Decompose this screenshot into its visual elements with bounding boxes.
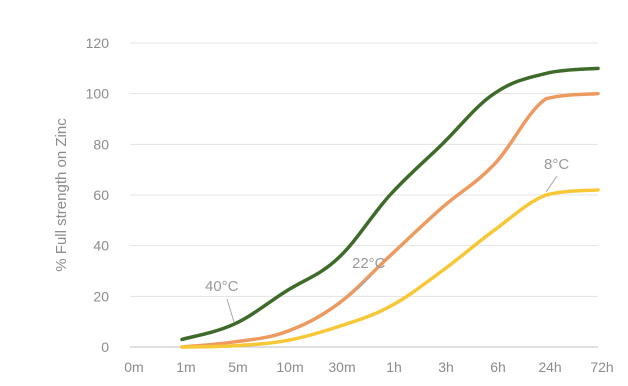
x-tick-label: 6h <box>490 359 506 375</box>
x-tick-label: 30m <box>328 359 355 375</box>
series-line <box>180 91 600 349</box>
y-tick-label: 20 <box>93 288 109 304</box>
y-tick-labels: 0 20 40 60 80 100 120 <box>86 35 110 355</box>
y-tick-label: 40 <box>93 238 109 254</box>
y-axis-title: % Full strength on Zinc <box>53 118 70 272</box>
y-tick-label: 60 <box>93 187 109 203</box>
x-tick-label: 3h <box>438 359 454 375</box>
x-tick-label: 1h <box>386 359 402 375</box>
series-annotation-label: 22°C <box>352 255 386 272</box>
gridlines <box>130 42 598 297</box>
annotation-leader <box>226 298 235 323</box>
y-tick-label: 80 <box>93 136 109 152</box>
series-line <box>180 188 600 349</box>
y-tick-label: 100 <box>86 86 110 102</box>
x-tick-label: 5m <box>228 359 247 375</box>
series-annotations: 40°C 22°C 8°C <box>205 156 569 323</box>
series-annotation-label: 8°C <box>544 156 569 173</box>
x-tick-label: 10m <box>276 359 303 375</box>
y-tick-label: 0 <box>101 339 109 355</box>
x-tick-labels: 0m 1m 5m 10m 30m 1h 3h 6h 24h 72h <box>124 359 613 375</box>
x-tick-label: 0m <box>124 359 143 375</box>
x-tick-label: 24h <box>538 359 561 375</box>
series-line <box>180 66 600 342</box>
series-annotation-label: 40°C <box>205 278 239 295</box>
x-tick-label: 1m <box>176 359 195 375</box>
x-tick-label: 72h <box>590 359 613 375</box>
series-lines <box>180 66 600 349</box>
y-tick-label: 120 <box>86 35 110 51</box>
annotation-leader <box>545 175 558 193</box>
annotation-leader <box>356 275 372 291</box>
